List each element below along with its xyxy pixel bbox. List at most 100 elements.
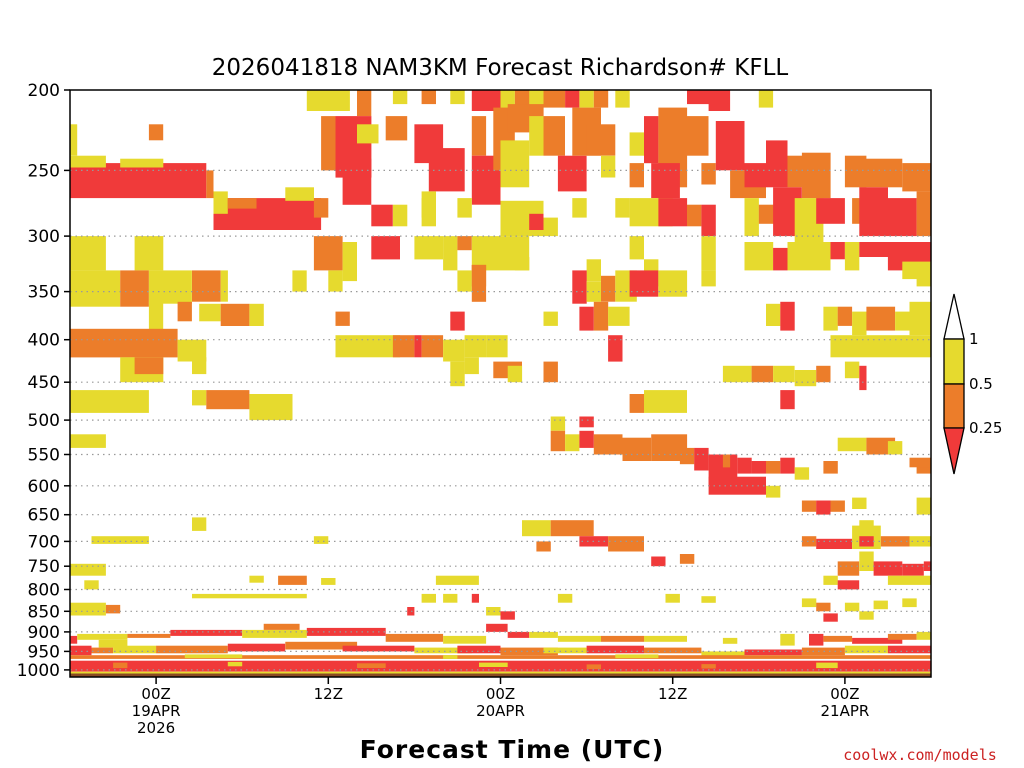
y-tick-label-200: 200: [28, 81, 60, 101]
cell-0.5-1: [629, 236, 644, 260]
cell-0.5-1: [844, 645, 888, 654]
cell-lt-0.25: [687, 90, 716, 105]
cell-0.25-0.5: [837, 561, 860, 576]
cell-0.5-1: [70, 155, 106, 168]
y-tick-label-450: 450: [28, 373, 60, 393]
cell-0.25-0.5: [859, 158, 903, 188]
cell-0.25-0.5: [321, 116, 336, 171]
cell-0.25-0.5: [823, 635, 853, 642]
cell-0.25-0.5: [192, 270, 221, 302]
cell-0.5-1: [192, 593, 307, 599]
cell-0.5-1: [321, 578, 336, 585]
cell-0.25-0.5: [816, 602, 831, 612]
cell-lt-0.25: [471, 90, 501, 111]
cell-lt-0.25: [887, 645, 931, 654]
cell-0.5-1: [766, 303, 781, 326]
cell-0.5-1: [70, 563, 106, 576]
cell-lt-0.25: [744, 163, 766, 188]
cell-lt-0.25: [830, 242, 845, 260]
cell-0.5-1: [529, 631, 558, 638]
cell-lt-0.25: [579, 416, 594, 428]
cell-lt-0.25: [70, 635, 78, 644]
cell-lt-0.25: [529, 213, 544, 230]
y-tick-label-300: 300: [28, 227, 60, 247]
cell-0.25-0.5: [206, 390, 250, 410]
cell-0.5-1: [507, 365, 523, 383]
cell-lt-0.25: [507, 631, 530, 638]
cell-0.5-1: [557, 635, 601, 642]
cell-lt-0.25: [701, 204, 716, 236]
cell-lt-0.25: [414, 335, 422, 358]
cell-0.25-0.5: [471, 116, 487, 156]
cell-0.25-0.5: [70, 328, 178, 358]
cell-0.25-0.5: [500, 647, 558, 656]
cell-0.25-0.5: [177, 301, 192, 322]
cell-lt-0.25: [170, 629, 243, 636]
cell-0.25-0.5: [70, 655, 931, 659]
cell-0.5-1: [500, 140, 530, 188]
legend-bin-gt-1: [943, 293, 965, 340]
y-axis: 200 250 300 350 400 450 500 550 600 650 700 750 8008…: [17, 81, 70, 681]
cell-0.5-1: [443, 655, 458, 659]
cell-0.5-1: [543, 647, 587, 654]
y-tick-label-800: 800: [28, 581, 60, 601]
cell-0.25-0.5: [593, 301, 609, 331]
cell-lt-0.25: [837, 580, 860, 590]
cell-0.5-1: [70, 124, 78, 156]
y-tick-label-600: 600: [28, 477, 60, 497]
cell-lt-0.25: [859, 536, 874, 547]
cell-0.5-1: [514, 257, 530, 271]
cell-lt-0.25: [816, 538, 853, 549]
cell-0.5-1: [285, 187, 314, 201]
cell-lt-0.25: [371, 204, 393, 227]
cell-0.25-0.5: [801, 647, 845, 656]
cell-0.25-0.5: [278, 575, 307, 585]
x-axis-label: Forecast Time (UTC): [360, 735, 665, 764]
heatmap-cells: [70, 90, 931, 674]
cell-lt-0.25: [780, 457, 795, 474]
cell-0.25-0.5: [335, 311, 350, 326]
cell-lt-0.25: [500, 611, 515, 620]
cell-lt-0.25: [342, 158, 372, 205]
y-tick-label-1000: 1000: [17, 661, 60, 681]
cell-0.5-1: [443, 236, 458, 271]
cell-0.5-1: [794, 370, 817, 387]
cell-0.5-1: [758, 90, 774, 108]
cell-lt-0.25: [629, 270, 659, 297]
cell-0.5-1: [313, 536, 329, 544]
cell-lt-0.25: [766, 140, 788, 188]
cell-0.25-0.5: [156, 645, 228, 654]
cell-0.5-1: [887, 441, 903, 455]
colorbar-legend: 1 0.5 0.25: [943, 293, 1002, 475]
cell-0.5-1: [816, 662, 838, 669]
cell-0.25-0.5: [687, 204, 702, 227]
cell-lt-0.25: [715, 121, 745, 171]
cell-0.25-0.5: [801, 500, 817, 512]
cell-lt-0.25: [737, 457, 752, 474]
cell-0.5-1: [84, 580, 99, 590]
cell-0.25-0.5: [823, 461, 838, 474]
cell-0.25-0.5: [679, 554, 695, 564]
cell-lt-0.25: [586, 645, 644, 654]
cell-0.5-1: [192, 357, 207, 375]
y-tick-label-400: 400: [28, 331, 60, 351]
cell-0.25-0.5: [421, 90, 436, 105]
cell-lt-0.25: [565, 90, 580, 108]
cell-0.5-1: [529, 116, 544, 156]
cell-0.5-1: [220, 270, 228, 302]
cell-lt-0.25: [744, 649, 802, 656]
cell-0.25-0.5: [113, 662, 128, 669]
cell-0.5-1: [823, 306, 838, 331]
cell-0.5-1: [184, 654, 243, 659]
cell-0.5-1: [852, 497, 867, 509]
cell-0.25-0.5: [421, 335, 444, 358]
cell-0.25-0.5: [916, 191, 931, 237]
cell-0.25-0.5: [751, 365, 774, 383]
y-tick-label-350: 350: [28, 283, 60, 303]
cell-lt-0.25: [809, 633, 824, 646]
cell-0.5-1: [199, 303, 221, 322]
cell-0.25-0.5: [601, 635, 644, 642]
cell-lt-0.25: [450, 311, 465, 331]
cell-0.25-0.5: [622, 437, 652, 461]
